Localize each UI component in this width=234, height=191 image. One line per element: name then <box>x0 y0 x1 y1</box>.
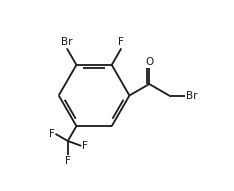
Text: O: O <box>145 57 154 67</box>
Text: F: F <box>65 156 71 166</box>
Text: F: F <box>49 129 55 139</box>
Text: F: F <box>82 141 88 151</box>
Text: Br: Br <box>186 91 197 100</box>
Text: Br: Br <box>61 37 73 47</box>
Text: F: F <box>118 37 124 47</box>
